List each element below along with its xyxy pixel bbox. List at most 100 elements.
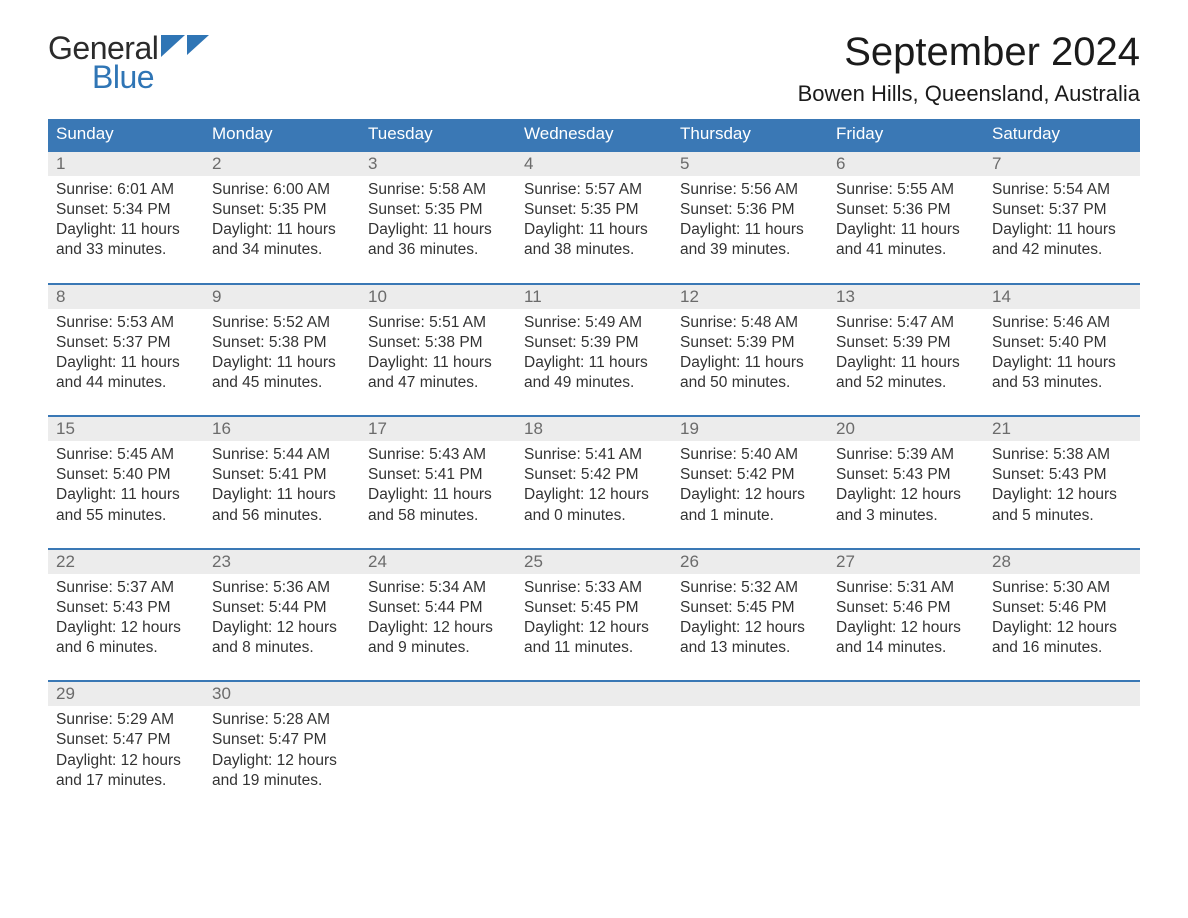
day-header: Saturday — [984, 119, 1140, 150]
day-number: 28 — [984, 550, 1140, 574]
day-number: 2 — [204, 152, 360, 176]
day-cell: Sunrise: 5:49 AMSunset: 5:39 PMDaylight:… — [516, 309, 672, 416]
day-cell: Sunrise: 5:44 AMSunset: 5:41 PMDaylight:… — [204, 441, 360, 548]
daylight-text: Daylight: 11 hours and 33 minutes. — [56, 220, 196, 260]
day-number: 20 — [828, 417, 984, 441]
calendar: Sunday Monday Tuesday Wednesday Thursday… — [48, 119, 1140, 813]
sunrise-text: Sunrise: 6:00 AM — [212, 180, 352, 200]
sunrise-text: Sunrise: 5:45 AM — [56, 445, 196, 465]
daylight-text: Daylight: 11 hours and 56 minutes. — [212, 485, 352, 525]
sunrise-text: Sunrise: 5:41 AM — [524, 445, 664, 465]
title-block: September 2024 Bowen Hills, Queensland, … — [798, 30, 1140, 107]
month-title: September 2024 — [798, 30, 1140, 75]
sunset-text: Sunset: 5:38 PM — [212, 333, 352, 353]
day-number: 18 — [516, 417, 672, 441]
day-cell — [672, 706, 828, 813]
sunset-text: Sunset: 5:40 PM — [992, 333, 1132, 353]
sunset-text: Sunset: 5:47 PM — [212, 730, 352, 750]
day-number: 4 — [516, 152, 672, 176]
daynum-row: 22232425262728 — [48, 550, 1140, 574]
daylight-text: Daylight: 12 hours and 9 minutes. — [368, 618, 508, 658]
logo-text-blue: Blue — [92, 59, 209, 96]
day-number: 5 — [672, 152, 828, 176]
sunset-text: Sunset: 5:47 PM — [56, 730, 196, 750]
sunrise-text: Sunrise: 5:39 AM — [836, 445, 976, 465]
sunrise-text: Sunrise: 5:29 AM — [56, 710, 196, 730]
flag-icon — [161, 35, 209, 59]
day-number: 9 — [204, 285, 360, 309]
daylight-text: Daylight: 12 hours and 14 minutes. — [836, 618, 976, 658]
day-cell: Sunrise: 5:51 AMSunset: 5:38 PMDaylight:… — [360, 309, 516, 416]
day-number: 14 — [984, 285, 1140, 309]
day-number — [984, 682, 1140, 706]
daynum-row: 891011121314 — [48, 285, 1140, 309]
sunset-text: Sunset: 5:46 PM — [836, 598, 976, 618]
daylight-text: Daylight: 11 hours and 53 minutes. — [992, 353, 1132, 393]
day-number: 11 — [516, 285, 672, 309]
day-number: 26 — [672, 550, 828, 574]
daylight-text: Daylight: 11 hours and 44 minutes. — [56, 353, 196, 393]
day-cell: Sunrise: 5:58 AMSunset: 5:35 PMDaylight:… — [360, 176, 516, 283]
logo: General Blue — [48, 30, 209, 96]
sunrise-text: Sunrise: 5:38 AM — [992, 445, 1132, 465]
daylight-text: Daylight: 11 hours and 45 minutes. — [212, 353, 352, 393]
sunrise-text: Sunrise: 5:56 AM — [680, 180, 820, 200]
sunset-text: Sunset: 5:37 PM — [992, 200, 1132, 220]
week-row: 15161718192021Sunrise: 5:45 AMSunset: 5:… — [48, 415, 1140, 548]
sunset-text: Sunset: 5:40 PM — [56, 465, 196, 485]
daylight-text: Daylight: 11 hours and 36 minutes. — [368, 220, 508, 260]
sunrise-text: Sunrise: 5:46 AM — [992, 313, 1132, 333]
sunrise-text: Sunrise: 5:49 AM — [524, 313, 664, 333]
day-cell: Sunrise: 5:33 AMSunset: 5:45 PMDaylight:… — [516, 574, 672, 681]
sunrise-text: Sunrise: 5:31 AM — [836, 578, 976, 598]
sunset-text: Sunset: 5:39 PM — [680, 333, 820, 353]
day-cell: Sunrise: 5:32 AMSunset: 5:45 PMDaylight:… — [672, 574, 828, 681]
day-number: 21 — [984, 417, 1140, 441]
location-subtitle: Bowen Hills, Queensland, Australia — [798, 81, 1140, 107]
daylight-text: Daylight: 11 hours and 39 minutes. — [680, 220, 820, 260]
sunrise-text: Sunrise: 5:47 AM — [836, 313, 976, 333]
day-cell: Sunrise: 5:40 AMSunset: 5:42 PMDaylight:… — [672, 441, 828, 548]
sunset-text: Sunset: 5:43 PM — [992, 465, 1132, 485]
day-cell: Sunrise: 5:54 AMSunset: 5:37 PMDaylight:… — [984, 176, 1140, 283]
daylight-text: Daylight: 12 hours and 11 minutes. — [524, 618, 664, 658]
daylight-text: Daylight: 12 hours and 16 minutes. — [992, 618, 1132, 658]
day-number: 30 — [204, 682, 360, 706]
sunrise-text: Sunrise: 5:37 AM — [56, 578, 196, 598]
day-number — [516, 682, 672, 706]
sunrise-text: Sunrise: 5:43 AM — [368, 445, 508, 465]
day-cell: Sunrise: 5:43 AMSunset: 5:41 PMDaylight:… — [360, 441, 516, 548]
content-row: Sunrise: 5:45 AMSunset: 5:40 PM Daylight:… — [48, 441, 1140, 548]
sunset-text: Sunset: 5:39 PM — [524, 333, 664, 353]
day-cell: Sunrise: 5:57 AMSunset: 5:35 PMDaylight:… — [516, 176, 672, 283]
daylight-text: Daylight: 12 hours and 6 minutes. — [56, 618, 196, 658]
daylight-text: Daylight: 12 hours and 5 minutes. — [992, 485, 1132, 525]
day-number: 23 — [204, 550, 360, 574]
day-number — [360, 682, 516, 706]
day-header: Thursday — [672, 119, 828, 150]
day-cell: Sunrise: 5:39 AMSunset: 5:43 PMDaylight:… — [828, 441, 984, 548]
day-cell — [828, 706, 984, 813]
day-cell: Sunrise: 5:45 AMSunset: 5:40 PMDaylight:… — [48, 441, 204, 548]
content-row: Sunrise: 5:29 AMSunset: 5:47 PMDaylight:… — [48, 706, 1140, 813]
day-number: 13 — [828, 285, 984, 309]
daylight-text: Daylight: 12 hours and 13 minutes. — [680, 618, 820, 658]
day-cell: Sunrise: 5:31 AMSunset: 5:46 PMDaylight:… — [828, 574, 984, 681]
sunrise-text: Sunrise: 6:01 AM — [56, 180, 196, 200]
day-number: 17 — [360, 417, 516, 441]
sunrise-text: Sunrise: 5:36 AM — [212, 578, 352, 598]
sunset-text: Sunset: 5:34 PM — [56, 200, 196, 220]
daylight-text: Daylight: 11 hours and 47 minutes. — [368, 353, 508, 393]
daylight-text: Daylight: 11 hours and 50 minutes. — [680, 353, 820, 393]
sunset-text: Sunset: 5:35 PM — [212, 200, 352, 220]
sunset-text: Sunset: 5:46 PM — [992, 598, 1132, 618]
day-number: 12 — [672, 285, 828, 309]
sunset-text: Sunset: 5:36 PM — [680, 200, 820, 220]
day-header: Tuesday — [360, 119, 516, 150]
sunrise-text: Sunrise: 5:54 AM — [992, 180, 1132, 200]
daylight-text: Daylight: 11 hours and 49 minutes. — [524, 353, 664, 393]
day-cell — [360, 706, 516, 813]
day-header: Wednesday — [516, 119, 672, 150]
week-row: 891011121314Sunrise: 5:53 AMSunset: 5:37… — [48, 283, 1140, 416]
daylight-text: Daylight: 11 hours and 38 minutes. — [524, 220, 664, 260]
